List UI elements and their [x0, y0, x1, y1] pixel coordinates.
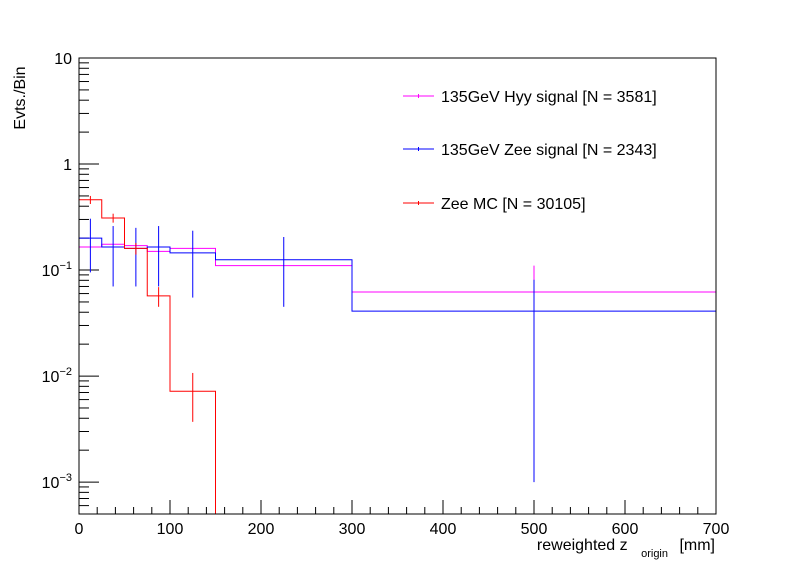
x-tick-label: 500 — [521, 521, 548, 538]
x-tick-label: 300 — [339, 521, 366, 538]
y-tick-label-base: 10 — [54, 51, 72, 68]
legend-entry-label: 135GeV Zee signal [N = 2343] — [441, 142, 657, 159]
y-tick-label-exponent: −3 — [59, 472, 72, 484]
x-axis-label-unit: [mm] — [679, 537, 715, 554]
y-tick-label-base: 10 — [42, 369, 60, 386]
y-tick-label-base: 10 — [42, 263, 60, 280]
axis-ticks — [78, 57, 717, 515]
y-tick-label: 10 — [54, 51, 72, 68]
x-tick-label: 400 — [430, 521, 457, 538]
y-tick-label: 1 — [63, 157, 72, 174]
x-axis-label-sub: origin — [641, 548, 668, 560]
y-tick-label: 10−3 — [42, 472, 72, 492]
y-tick-label-base: 10 — [42, 475, 60, 492]
y-tick-label-base: 1 — [63, 157, 72, 174]
legend-entry-label: 135GeV Hyy signal [N = 3581] — [441, 89, 657, 106]
x-tick-label: 100 — [157, 521, 184, 538]
legend: 135GeV Hyy signal [N = 3581] 135GeV Zee s… — [403, 89, 657, 213]
x-axis-label: reweighted z origin [mm] — [537, 537, 715, 561]
x-axis-label-main: reweighted z — [537, 537, 628, 554]
y-tick-label: 10−2 — [42, 366, 72, 386]
series-1 — [79, 218, 716, 483]
y-tick-label-exponent: −2 — [59, 366, 72, 378]
x-tick-label: 200 — [248, 521, 275, 538]
plot-frame — [78, 57, 717, 515]
x-tick-label: 600 — [612, 521, 639, 538]
x-tick-label: 0 — [75, 521, 84, 538]
y-axis-label: Evts./Bin — [12, 66, 29, 129]
y-tick-label-exponent: −1 — [59, 260, 72, 272]
y-tick-label: 10−1 — [42, 260, 72, 280]
x-tick-label: 700 — [703, 521, 730, 538]
legend-entry-label: Zee MC [N = 30105] — [441, 196, 586, 213]
